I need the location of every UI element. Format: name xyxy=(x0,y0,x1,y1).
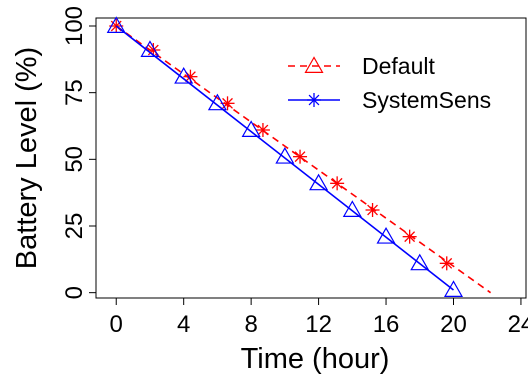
x-tick-label: 20 xyxy=(440,311,467,338)
legend-marker xyxy=(307,93,321,107)
asterisk-stroke xyxy=(404,231,416,243)
series-line xyxy=(115,25,454,291)
x-tick-label: 16 xyxy=(373,311,400,338)
legend-entry: SystemSens xyxy=(288,87,491,113)
asterisk-stroke xyxy=(308,94,320,106)
data-point xyxy=(402,229,417,244)
data-point xyxy=(342,200,362,217)
data-point xyxy=(365,203,380,217)
x-tick-label: 0 xyxy=(110,311,123,338)
asterisk-stroke xyxy=(331,177,343,189)
data-point xyxy=(443,280,464,297)
y-axis-ticks: 0 25 50 75 100 xyxy=(61,6,96,299)
series-layer xyxy=(106,16,492,297)
data-point xyxy=(309,173,329,191)
x-tick-label: 8 xyxy=(244,311,257,338)
data-point xyxy=(174,66,194,84)
data-point xyxy=(275,146,295,164)
asterisk-stroke xyxy=(294,151,306,163)
y-axis-label: Battery Level (%) xyxy=(11,47,43,269)
x-axis-label: Time (hour) xyxy=(241,343,390,375)
asterisk-stroke xyxy=(257,124,269,136)
y-tick-label: 0 xyxy=(61,286,88,299)
data-point xyxy=(207,93,227,111)
legend-marker xyxy=(304,56,324,73)
asterisk-stroke xyxy=(441,257,453,269)
y-tick-label: 25 xyxy=(61,213,88,240)
data-point xyxy=(410,253,430,271)
y-tick-label: 100 xyxy=(61,6,88,46)
data-point xyxy=(376,226,396,244)
x-axis-ticks: 0 4 8 12 16 20 24 xyxy=(110,298,528,338)
legend-entry: Default xyxy=(288,53,435,79)
x-tick-label: 4 xyxy=(177,311,190,338)
data-point xyxy=(330,176,345,191)
legend-label: SystemSens xyxy=(362,87,491,113)
legend-label: Default xyxy=(362,53,435,79)
x-tick-label: 12 xyxy=(305,311,332,338)
asterisk-stroke xyxy=(367,204,378,216)
data-point xyxy=(241,120,261,137)
y-tick-label: 50 xyxy=(61,146,88,173)
legend: Default SystemSens xyxy=(288,53,491,113)
asterisk-stroke xyxy=(185,71,196,83)
series-systemsens xyxy=(106,16,464,297)
data-point xyxy=(106,16,126,33)
data-point xyxy=(255,123,270,137)
x-tick-label: 24 xyxy=(508,311,528,338)
plot-frame xyxy=(95,17,527,299)
data-point xyxy=(439,256,454,271)
data-point xyxy=(293,149,308,164)
y-tick-label: 75 xyxy=(61,79,88,106)
data-point xyxy=(140,40,160,57)
